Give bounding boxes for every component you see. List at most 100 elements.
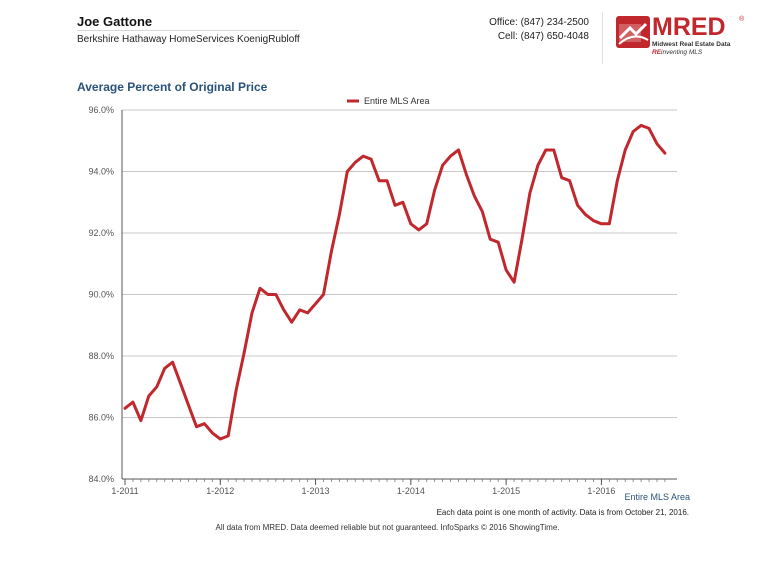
data-point — [473, 194, 476, 198]
agent-divider — [77, 30, 299, 31]
data-point — [401, 201, 405, 204]
data-point — [655, 142, 659, 146]
data-point — [179, 382, 182, 385]
x-tick-label: 1-2016 — [587, 486, 615, 496]
data-point — [250, 311, 254, 315]
data-point — [417, 228, 420, 232]
data-point — [433, 188, 436, 192]
x-tick-label: 1-2015 — [492, 486, 520, 496]
data-point — [338, 213, 341, 216]
data-point — [195, 425, 198, 428]
data-point — [354, 161, 357, 164]
logo-registered: ® — [739, 16, 745, 23]
data-point — [536, 164, 540, 167]
data-point — [242, 351, 246, 355]
data-point — [258, 287, 262, 290]
header-separator — [602, 12, 603, 64]
x-tick-label: 1-2012 — [206, 486, 234, 496]
data-point — [409, 222, 413, 225]
data-point — [512, 281, 516, 284]
data-point — [187, 404, 190, 407]
data-point — [369, 158, 373, 161]
data-point — [322, 293, 325, 296]
office-phone: Office: (847) 234-2500 — [489, 17, 589, 28]
data-point — [496, 241, 500, 244]
agent-company: Berkshire Hathaway HomeServices KoenigRu… — [77, 34, 300, 45]
data-point — [544, 148, 548, 152]
data-point — [123, 407, 127, 410]
y-tick-label: 90.0% — [88, 290, 114, 300]
x-axis-label: Entire MLS Area — [624, 492, 690, 502]
data-point — [346, 170, 349, 173]
data-point — [234, 388, 238, 392]
data-point — [568, 179, 571, 182]
chart-title: Average Percent of Original Price — [77, 80, 268, 94]
y-tick-label: 92.0% — [88, 228, 114, 238]
data-point — [663, 151, 667, 155]
logo-slogan-rest: inventing MLS — [661, 49, 703, 56]
data-point — [282, 308, 285, 312]
data-point — [616, 179, 619, 182]
data-point — [211, 431, 214, 435]
data-point — [131, 400, 135, 404]
logo-tagline: Midwest Real Estate Data — [652, 41, 731, 48]
data-point — [171, 360, 174, 364]
data-point — [306, 311, 309, 315]
data-point — [639, 124, 643, 127]
footnote: Each data point is one month of activity… — [436, 508, 689, 517]
data-point — [489, 237, 492, 241]
data-point — [274, 293, 278, 296]
data-point — [576, 204, 579, 207]
agent-name: Joe Gattone — [77, 14, 153, 29]
data-point — [624, 148, 627, 152]
logo-slogan: REinventing MLS — [652, 49, 702, 56]
data-point — [504, 268, 508, 272]
legend-label: Entire MLS Area — [364, 96, 430, 106]
data-point — [377, 179, 381, 182]
disclaimer: All data from MRED. Data deemed reliable… — [215, 523, 560, 532]
series-line-entire-mls-area — [123, 123, 667, 441]
data-point — [139, 419, 143, 422]
data-point — [560, 176, 563, 179]
data-point — [298, 308, 301, 312]
data-point — [163, 367, 166, 370]
data-point — [362, 154, 365, 158]
mred-logo: MRED ® Midwest Real Estate Data REinvent… — [616, 13, 745, 62]
data-point — [592, 219, 595, 222]
data-point — [647, 127, 651, 130]
data-point — [314, 302, 317, 305]
x-tick-label: 1-2014 — [397, 486, 425, 496]
data-point — [631, 130, 635, 133]
data-point — [520, 237, 524, 241]
data-point — [203, 422, 206, 425]
data-point — [528, 191, 532, 195]
x-tick-label: 1-2011 — [111, 486, 138, 496]
data-point — [147, 394, 151, 398]
y-tick-label: 88.0% — [88, 351, 114, 361]
y-tick-label: 96.0% — [88, 105, 114, 115]
y-tick-label: 94.0% — [88, 167, 114, 177]
data-point — [608, 222, 611, 225]
data-point — [227, 434, 230, 438]
mred-logo-mark-icon — [616, 16, 650, 48]
cell-phone: Cell: (847) 650-4048 — [497, 31, 589, 42]
data-point — [465, 173, 468, 176]
data-point — [155, 385, 158, 388]
data-point — [584, 213, 587, 216]
data-point — [600, 222, 603, 225]
logo-wordmark: MRED — [652, 13, 726, 41]
data-point — [457, 148, 460, 152]
data-point — [481, 210, 484, 213]
data-point — [266, 293, 270, 296]
data-point — [219, 437, 222, 441]
y-tick-label: 84.0% — [88, 474, 114, 484]
data-point — [425, 222, 428, 225]
x-tick-label: 1-2013 — [302, 486, 330, 496]
data-point — [330, 250, 333, 253]
data-point — [552, 148, 555, 152]
data-point — [385, 179, 389, 182]
data-point — [449, 154, 452, 158]
data-point — [393, 204, 397, 207]
logo-slogan-prefix: RE — [652, 49, 662, 56]
